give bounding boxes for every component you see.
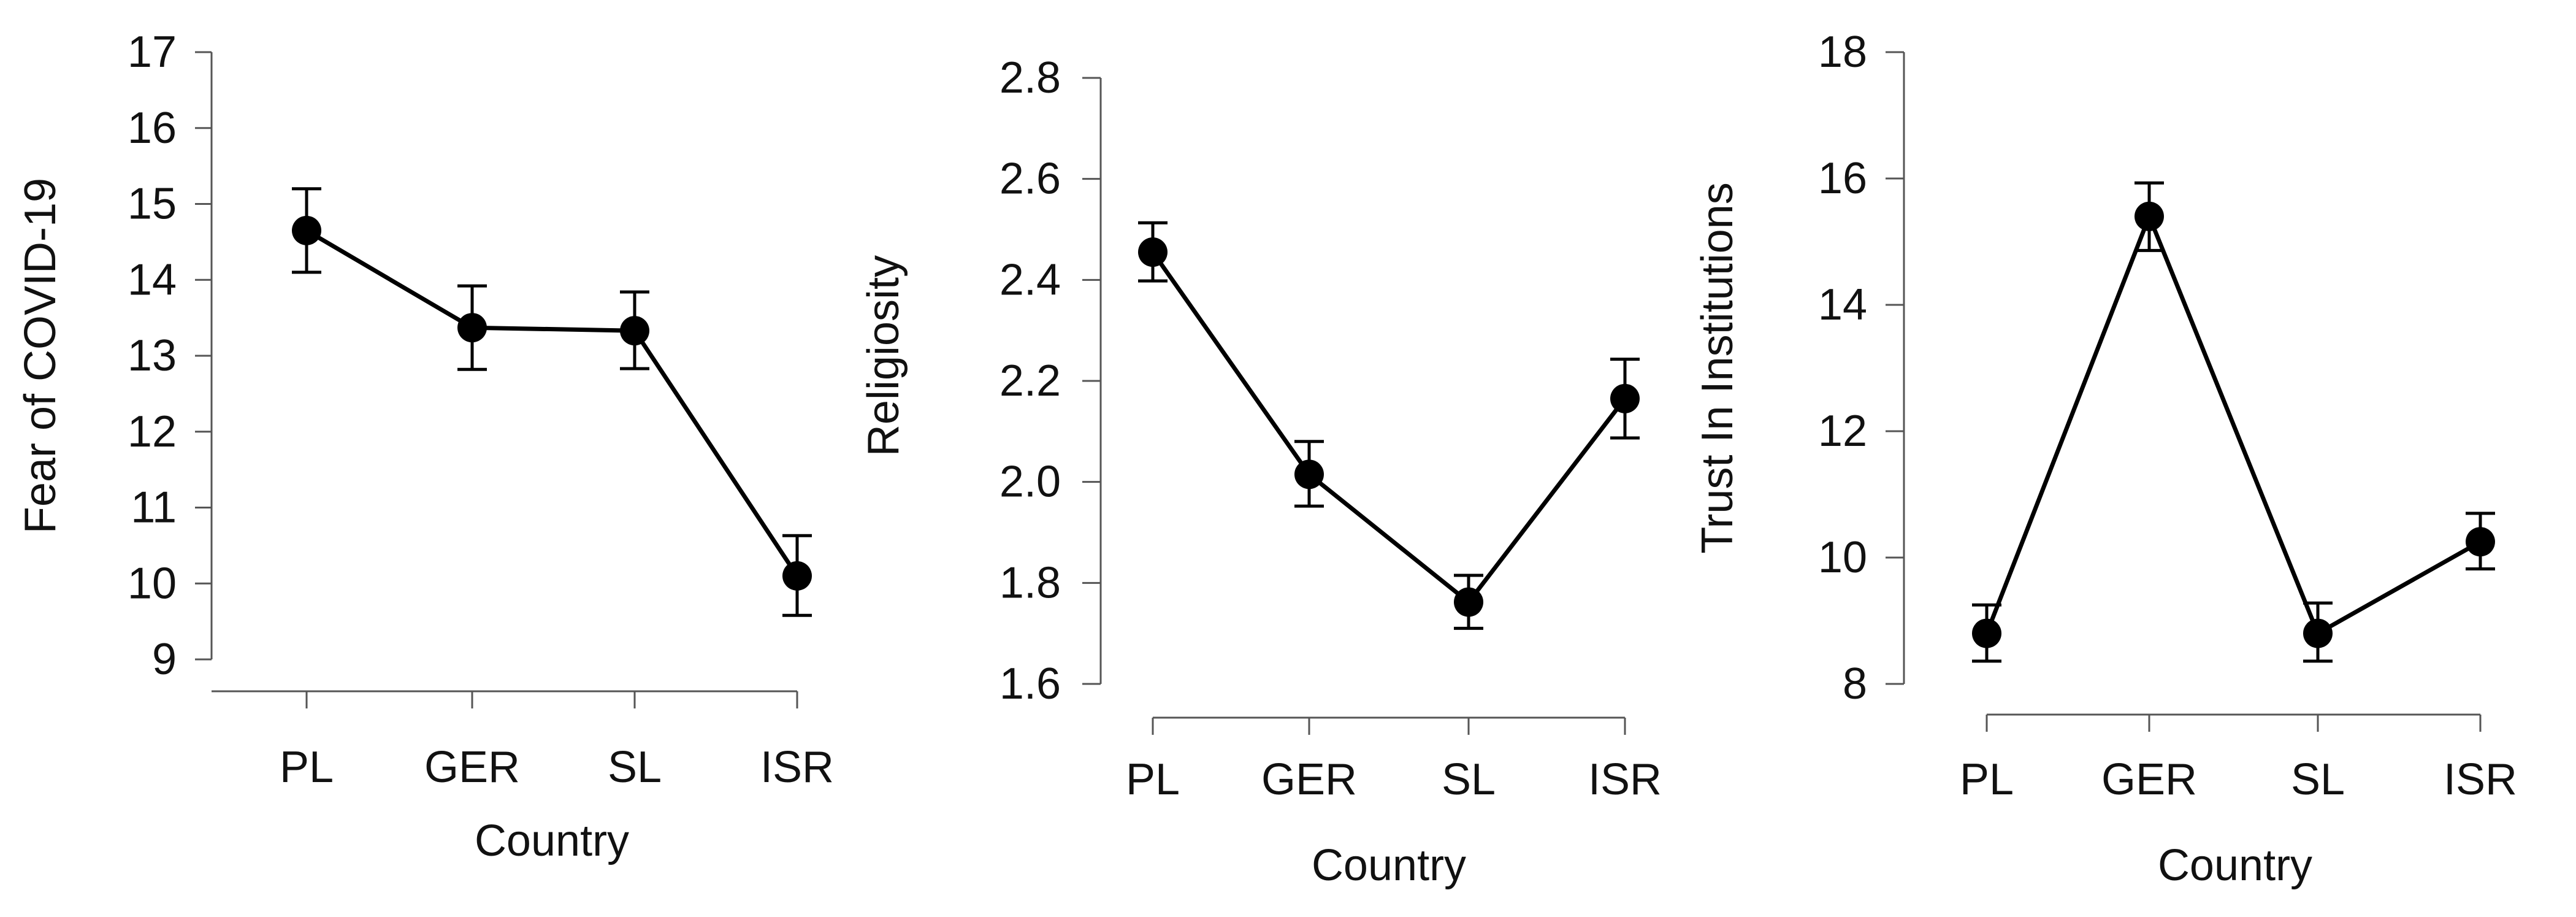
- y-tick-label: 14: [1818, 280, 1867, 329]
- y-tick-label: 8: [1843, 659, 1867, 708]
- x-tick-label: GER: [2101, 755, 2197, 804]
- data-point: [1138, 237, 1168, 267]
- y-tick-label: 2.2: [999, 356, 1061, 405]
- x-tick-label: ISR: [1588, 755, 1662, 804]
- series-line: [1151, 251, 1627, 605]
- y-tick-label: 14: [128, 255, 177, 304]
- data-point: [292, 215, 321, 245]
- data-point: [620, 316, 649, 346]
- y-tick-label: 1.6: [999, 659, 1061, 708]
- fear-of-covid-panel: 9 10 11 12 13 14 15 16 17 PL GER SL ISR Country Fear o…: [16, 28, 834, 865]
- data-point: [2135, 201, 2164, 231]
- x-axis-title: Country: [2158, 841, 2312, 890]
- x-tick-label: GER: [424, 743, 520, 792]
- y-tick-label: 15: [128, 180, 177, 229]
- y-tick-label: 18: [1818, 28, 1867, 77]
- y-axis-title: Religiosity: [859, 255, 908, 456]
- y-tick-label: 9: [152, 635, 177, 684]
- y-tick-label: 12: [1818, 407, 1867, 456]
- data-point: [457, 313, 487, 343]
- data-point: [1610, 383, 1640, 413]
- x-tick-label: SL: [608, 743, 662, 792]
- y-tick-label: 10: [128, 559, 177, 608]
- x-tick-label: GER: [1261, 755, 1357, 804]
- data-point: [1972, 618, 2001, 648]
- y-tick-label: 10: [1818, 533, 1867, 582]
- x-tick-label: ISR: [760, 743, 834, 792]
- series-line: [305, 228, 799, 577]
- x-axis-title: Country: [475, 816, 629, 865]
- data-point: [2303, 618, 2333, 648]
- y-tick-label: 1.8: [999, 558, 1061, 607]
- y-tick-label: 11: [131, 483, 177, 532]
- data-point: [1454, 587, 1483, 617]
- y-tick-label: 2.6: [999, 155, 1061, 204]
- series-line: [1984, 210, 2482, 637]
- x-tick-label: ISR: [2444, 755, 2517, 804]
- data-point: [2466, 527, 2495, 557]
- x-tick-label: SL: [2291, 755, 2345, 804]
- data-point: [782, 561, 812, 591]
- y-tick-label: 2.8: [999, 53, 1061, 102]
- y-tick-label: 2.0: [999, 458, 1061, 507]
- y-tick-label: 16: [128, 104, 177, 153]
- x-tick-label: PL: [1960, 755, 2014, 804]
- y-axis-title: Fear of COVID-19: [16, 178, 65, 534]
- x-tick-label: PL: [1126, 755, 1180, 804]
- y-tick-label: 16: [1818, 154, 1867, 203]
- y-tick-label: 2.4: [999, 255, 1061, 304]
- religiosity-panel: 1.6 1.8 2.0 2.2 2.4 2.6 2.8 PL GER SL ISR Country Re…: [859, 53, 1662, 890]
- trust-in-institutions-panel: 8 10 12 14 16 18 PL GER SL ISR Country Trust In Ins…: [1693, 28, 2517, 890]
- y-tick-label: 12: [128, 407, 177, 456]
- x-axis-title: Country: [1312, 841, 1466, 890]
- x-tick-label: SL: [1442, 755, 1496, 804]
- y-axis-title: Trust In Institutions: [1693, 182, 1742, 554]
- x-tick-label: PL: [280, 743, 334, 792]
- y-tick-label: 13: [128, 331, 177, 380]
- data-point: [1294, 459, 1324, 489]
- y-tick-label: 17: [128, 28, 177, 77]
